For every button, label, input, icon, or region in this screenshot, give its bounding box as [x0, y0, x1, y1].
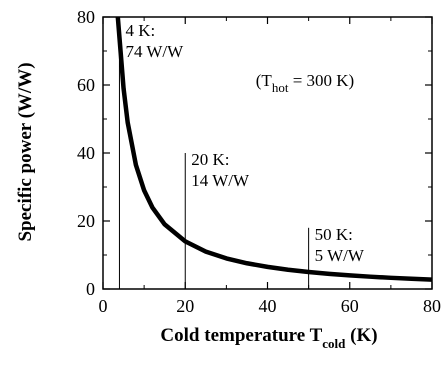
y-tick-label: 40: [77, 143, 95, 163]
y-tick-label: 0: [86, 279, 95, 299]
annotation-label: 50 K:: [315, 225, 353, 244]
annotation-label: 4 K:: [125, 21, 155, 40]
labels: 0 20 40 60 80 0 20 40 60 80 4 K: 74 W/W 20 K: 14 W/W 5…: [77, 7, 441, 316]
series-line: [115, 16, 433, 282]
annotation-value: 5 W/W: [315, 246, 365, 265]
x-tick-label: 60: [341, 296, 359, 316]
y-tick-label: 80: [77, 7, 95, 27]
y-axis-title: Specific power (W/W): [15, 62, 36, 241]
x-axis-title: Cold temperature Tcold (K): [160, 325, 377, 351]
condition-sub: hot: [272, 80, 289, 95]
annotation-value: 74 W/W: [125, 42, 184, 61]
x-tick-label: 0: [99, 296, 108, 316]
annotation-lines: [118, 23, 310, 289]
annotation-label: 20 K:: [191, 150, 229, 169]
y-tick-label: 20: [77, 211, 95, 231]
annotation-value: 14 W/W: [191, 171, 250, 190]
x-tick-label: 80: [423, 296, 441, 316]
x-tick-label: 40: [259, 296, 277, 316]
series-group: [115, 16, 433, 282]
x-tick-label: 20: [176, 296, 194, 316]
condition-label: (Thot = 300 K): [256, 71, 354, 95]
y-tick-label: 60: [77, 75, 95, 95]
axis-ticks: [102, 16, 433, 290]
